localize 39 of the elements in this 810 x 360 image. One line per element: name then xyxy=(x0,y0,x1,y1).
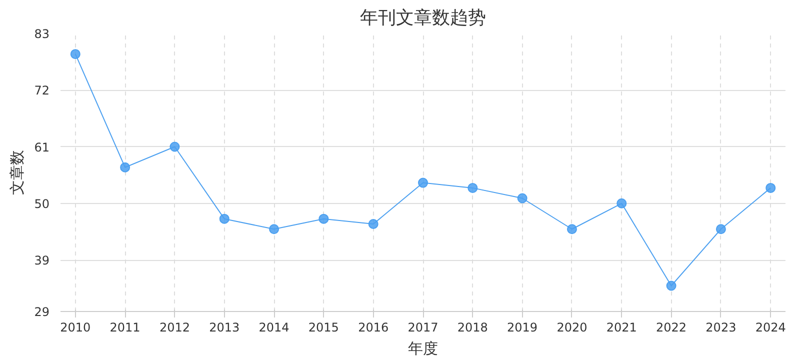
point xyxy=(219,214,230,224)
x-tick-label: 2012 xyxy=(159,320,190,334)
chart-title: 年刊文章数趋势 xyxy=(360,8,486,28)
y-tick-label: 61 xyxy=(34,140,50,154)
point xyxy=(368,218,378,229)
point xyxy=(318,214,329,224)
x-tick-label: 2010 xyxy=(60,320,91,334)
point xyxy=(468,182,478,193)
x-tick-label: 2019 xyxy=(507,320,538,334)
point xyxy=(70,49,80,60)
x-tick-label: 2016 xyxy=(358,320,389,334)
x-tick-label: 2013 xyxy=(209,320,240,334)
x-tick-label: 2021 xyxy=(606,320,637,334)
point xyxy=(120,162,130,172)
point xyxy=(766,182,776,193)
point xyxy=(566,224,577,234)
y-axis-title: 文章数 xyxy=(8,150,26,195)
x-tick-label: 2024 xyxy=(755,320,786,334)
x-tick-label: 2015 xyxy=(308,320,339,334)
x-tick-label: 2023 xyxy=(706,320,736,334)
x-tick-label: 2011 xyxy=(110,320,140,334)
x-tick-label: 2014 xyxy=(258,320,290,334)
point xyxy=(170,142,180,152)
point xyxy=(716,224,726,234)
point xyxy=(517,193,528,204)
y-tick-label: 39 xyxy=(34,254,50,268)
y-tick-label: 72 xyxy=(34,84,50,98)
x-tick-label: 2018 xyxy=(457,320,488,334)
y-tick-label: 50 xyxy=(34,196,50,211)
y-tick-label: 83 xyxy=(34,27,50,41)
y-tick-label: 29 xyxy=(34,305,50,319)
x-axis-title: 年度 xyxy=(408,340,438,358)
point xyxy=(269,224,280,234)
point xyxy=(616,198,627,208)
x-tick-label: 2017 xyxy=(408,320,438,334)
x-tick-label: 2022 xyxy=(656,320,687,334)
point xyxy=(418,178,428,188)
point xyxy=(666,280,676,291)
x-tick-label: 2020 xyxy=(556,320,588,334)
